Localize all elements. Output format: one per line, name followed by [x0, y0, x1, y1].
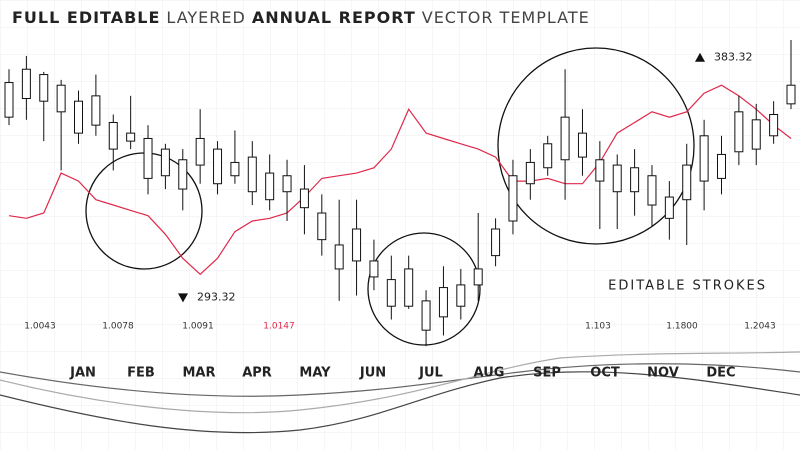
month-label: NOV	[647, 366, 679, 381]
annotation: 1.103	[585, 322, 611, 332]
candle-body	[456, 284, 466, 307]
annotation: 1.0147	[263, 322, 295, 332]
candle-body	[664, 196, 674, 219]
candle-body	[386, 279, 396, 307]
annotation: 1.0091	[182, 322, 214, 332]
wave	[0, 351, 800, 414]
wave	[0, 363, 800, 397]
marker-triangle	[178, 293, 188, 303]
candle-body	[108, 121, 118, 150]
title-part: LAYERED	[166, 8, 245, 27]
candle-body	[560, 116, 570, 161]
candle-body	[421, 300, 431, 331]
candle-body	[716, 153, 726, 179]
candle-body	[508, 175, 518, 222]
month-label: MAY	[299, 366, 331, 381]
decor-waves	[0, 351, 800, 434]
candle-body	[352, 228, 362, 262]
month-label: AUG	[474, 366, 505, 381]
candle-body	[56, 84, 66, 113]
candle-body	[195, 137, 205, 166]
candle-body	[647, 175, 657, 206]
candle-body	[612, 164, 622, 193]
candle-body	[786, 84, 796, 105]
candle-body	[543, 143, 553, 169]
month-label: FEB	[127, 366, 155, 381]
marker-label: 383.32	[714, 51, 753, 64]
candle-body	[265, 172, 275, 201]
candle-body	[39, 74, 49, 102]
candle-body	[734, 111, 744, 153]
candle-body	[4, 82, 14, 118]
candle-body	[282, 175, 292, 193]
candle-body	[91, 95, 101, 126]
month-label: APR	[242, 366, 272, 381]
chart-title: FULL EDITABLE LAYERED ANNUAL REPORT VECTOR …	[12, 8, 590, 27]
title-part: ANNUAL REPORT	[252, 8, 416, 27]
annotation: 1.1800	[666, 322, 698, 332]
candle-body	[751, 119, 761, 150]
annotation: 1.0043	[24, 322, 56, 332]
marker-label: 293.32	[197, 290, 236, 303]
month-label: JUN	[359, 366, 386, 381]
wave	[0, 371, 800, 434]
annotation: 1.2043	[744, 322, 776, 332]
candle-body	[630, 167, 640, 193]
marker-triangle	[695, 52, 705, 62]
title-part: VECTOR TEMPLATE	[422, 8, 590, 27]
candle-body	[21, 68, 31, 100]
month-label: OCT	[590, 366, 620, 381]
candle-body	[577, 132, 587, 158]
candle-body	[126, 132, 136, 142]
title-part: FULL EDITABLE	[12, 8, 160, 27]
candle-body	[160, 148, 170, 177]
circle	[367, 232, 481, 346]
candle-body	[178, 159, 188, 190]
candle-body	[299, 188, 309, 209]
candle-body	[699, 135, 709, 182]
candle-body	[317, 212, 327, 241]
month-label: JUL	[418, 366, 443, 381]
month-label: DEC	[706, 366, 735, 381]
candle-body	[491, 228, 501, 257]
candle-body	[247, 156, 257, 193]
month-label: SEP	[533, 366, 561, 381]
candle-body	[438, 287, 448, 318]
month-label: MAR	[182, 366, 215, 381]
candle-body	[230, 161, 240, 177]
candle-body	[473, 268, 483, 286]
candle-body	[334, 244, 344, 270]
candle-body	[525, 161, 535, 185]
month-label: JAN	[69, 366, 96, 381]
candle-body	[74, 100, 84, 134]
candle-body	[143, 137, 153, 179]
candle-body	[369, 260, 379, 278]
candle-body	[682, 164, 692, 201]
candle-body	[769, 113, 779, 137]
candle-body	[595, 159, 605, 182]
indicator-line	[8, 84, 792, 276]
candle-body	[213, 148, 223, 185]
note: EDITABLE STROKES	[608, 279, 767, 294]
annotation: 1.0078	[102, 322, 134, 332]
circle	[497, 47, 695, 245]
candle-body	[404, 268, 414, 307]
